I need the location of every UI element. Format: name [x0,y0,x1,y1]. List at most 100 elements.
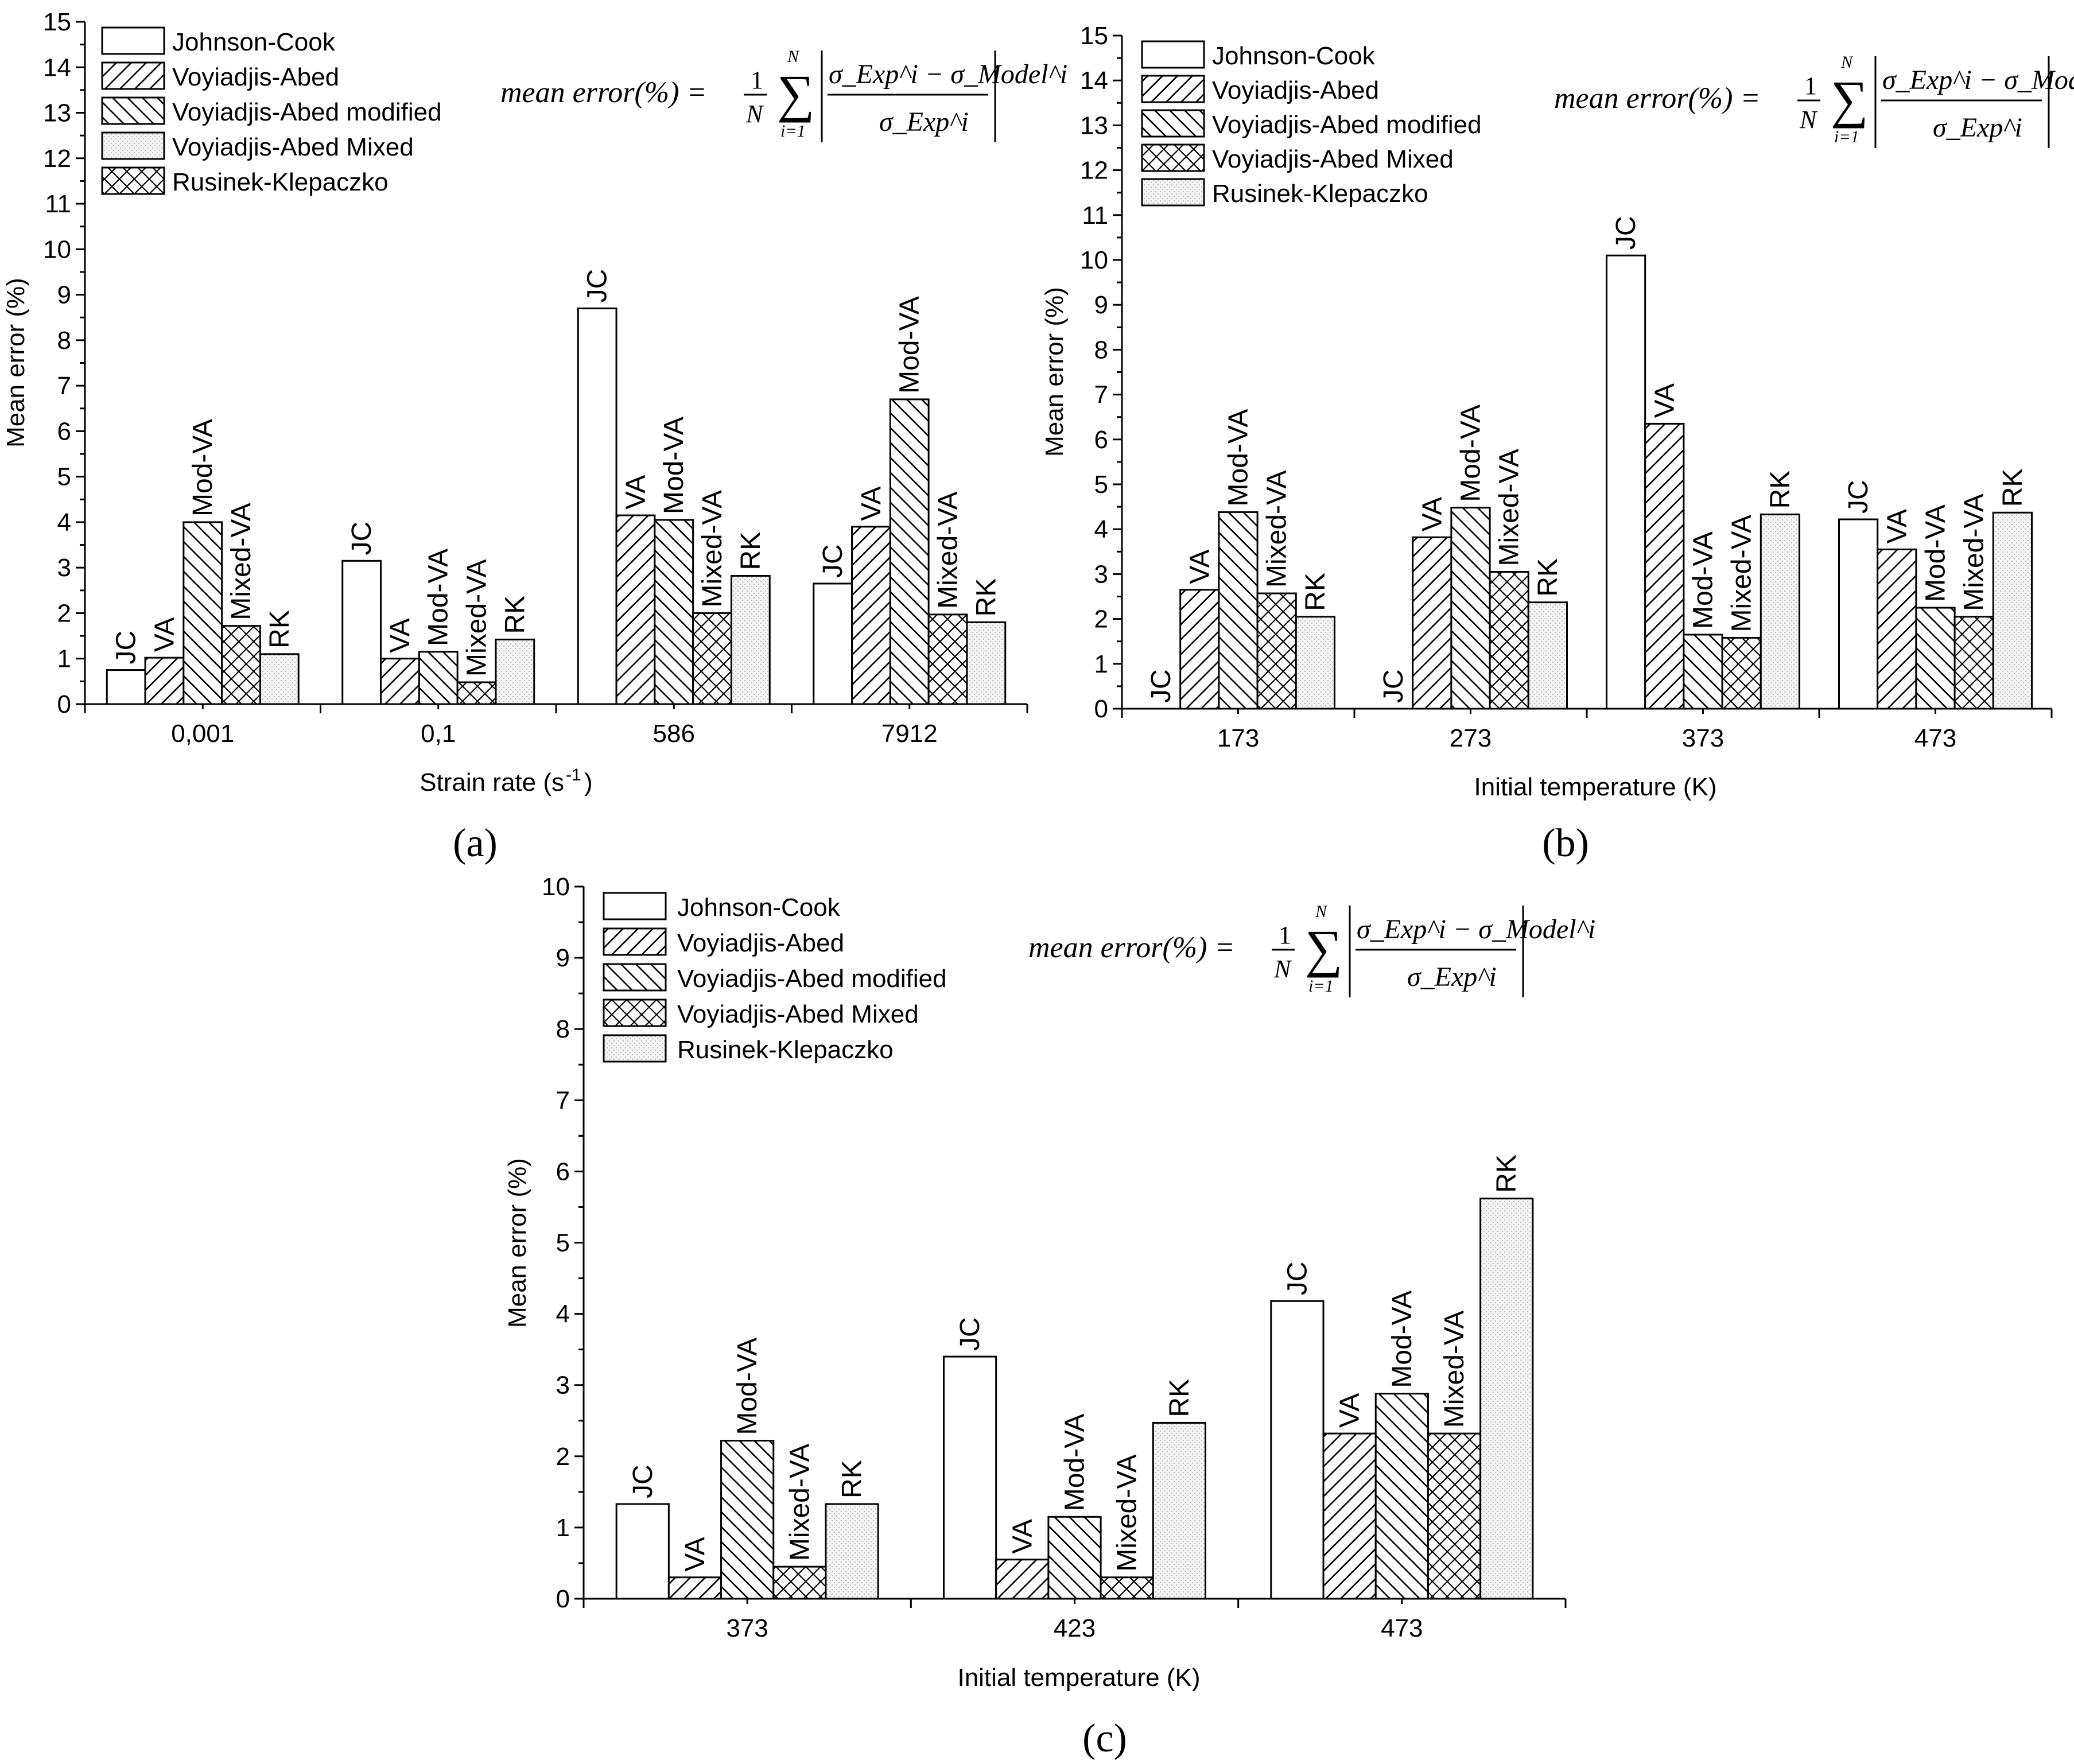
y-tick-label: 5 [556,1229,570,1257]
bar-rk-0 [259,653,300,705]
bar-va-3 [1877,548,1917,710]
legend-item-3: Voyiadjis-Abed Mixed [1141,143,1454,173]
bar-label-va: VA [1184,549,1215,584]
legend-label: Voyiadjis-Abed modified [677,965,947,993]
legend-label: Voyiadjis-Abed modified [1212,111,1482,139]
bar-mod-va-2 [1683,634,1723,710]
bar-label-rk: RK [500,596,530,634]
bar-label-va: VA [385,618,415,652]
bar-mixed-va-1 [1100,1576,1154,1600]
bar-mixed-va-0 [221,625,261,705]
bar-label-mod-va: Mod-VA [188,419,218,516]
y-tick-label: 1 [1094,650,1108,678]
formula-sum-lower: i=1 [1308,977,1334,996]
bar-rk-1 [1152,1421,1207,1600]
bar-va-1 [380,658,420,705]
formula-numerator: σ_Exp^i − σ_Model^i [829,59,1067,90]
legend-swatch [603,1034,667,1063]
legend-swatch [101,131,165,160]
bar-label-rk: RK [1300,573,1331,611]
y-tick-label: 11 [45,190,71,218]
bar-mixed-va-2 [1427,1432,1482,1600]
y-tick-label: 15 [43,8,71,36]
y-tick-label: 3 [57,554,71,582]
legend-label: Voyiadjis-Abed [1212,76,1379,104]
bar-label-mod-va: Mod-VA [1387,1291,1417,1388]
formula-n: N [1799,106,1818,134]
bar-label-mixed-va: Mixed-VA [1262,471,1292,588]
bar-jc-0 [615,1503,670,1600]
y-tick-label: 4 [556,1300,570,1328]
bar-jc-1 [341,559,382,705]
legend-label: Voyiadjis-Abed modified [172,98,442,126]
bar-label-mixed-va: Mixed-VA [1494,449,1525,566]
y-tick-label: 11 [1082,201,1108,230]
bar-mod-va-0 [1218,511,1259,710]
bar-label-va: VA [1882,509,1912,543]
legend-swatch [603,998,667,1027]
legend-label: Voyiadjis-Abed Mixed [677,1000,919,1028]
x-tick-label: 0,001 [171,720,234,748]
bar-mod-va-0 [182,521,223,705]
legend-swatch [101,26,165,55]
bar-label-rk: RK [1765,471,1796,509]
y-tick-label: 0 [556,1585,570,1613]
bar-mod-va-1 [418,651,459,705]
formula-b: mean error(%) = 1 N N ∑ i=1 σ_Exp^i − σ_… [1554,53,2074,148]
bar-jc-2 [1606,254,1646,710]
y-tick-label: 12 [43,145,71,173]
formula-a: mean error(%) = 1 N N ∑ i=1 σ_Exp^i − σ_… [500,47,1067,142]
bar-rk-0 [825,1503,879,1600]
bar-rk-0 [1295,616,1336,710]
panel-label-b: (b) [1542,821,1589,865]
formula-lhs: mean error(%) = [500,76,707,109]
bar-label-jc: JC [1146,669,1176,703]
bar-label-rk: RK [736,532,766,570]
legend-item-4: Rusinek-Klepaczko [1141,178,1428,208]
y-tick-label: 5 [1094,471,1108,499]
bar-jc-3 [1838,518,1879,710]
legend-c: Johnson-Cook Voyiadjis-Abed Voyiadjis-Ab… [603,892,947,1064]
x-axis-label-b: Initial temperature (K) [1474,773,1716,801]
legend-swatch [101,166,165,195]
formula-sum-upper: N [1315,902,1328,921]
bar-label-mod-va: Mod-VA [1060,1413,1090,1511]
formula-denominator: σ_Exp^i [879,107,969,137]
bar-mixed-va-3 [927,613,968,705]
y-tick-label: 13 [1080,111,1108,139]
y-tick-label: 13 [43,99,71,127]
bar-label-rk: RK [1533,558,1563,597]
bar-label-jc: JC [347,522,377,555]
bar-rk-3 [966,621,1007,705]
legend-label: Rusinek-Klepaczko [172,168,389,196]
panel-label-a: (a) [453,821,498,865]
bar-mixed-va-0 [772,1565,827,1600]
bar-va-3 [851,526,891,705]
y-tick-label: 4 [57,508,71,537]
y-tick-label: 10 [43,235,71,263]
y-tick-label: 12 [1080,157,1108,185]
legend-item-2: Voyiadjis-Abed modified [101,96,442,126]
legend-label: Voyiadjis-Abed [172,63,339,91]
y-tick-label: 0 [57,690,71,718]
legend-swatch [101,61,165,90]
legend-swatch [603,927,667,956]
x-axis-label-a: Strain rate (s [420,768,564,796]
bar-label-rk: RK [1492,1155,1522,1193]
x-axis-label-a-sup: -1 [566,766,581,784]
y-tick-label: 7 [556,1086,570,1114]
legend-swatch [1141,75,1205,103]
bar-label-jc: JC [1611,216,1641,250]
formula-sigma: ∑ [1305,919,1343,978]
bar-mixed-va-0 [1256,592,1297,710]
bar-label-rk: RK [1164,1379,1195,1417]
legend-item-1: Voyiadjis-Abed [101,61,339,91]
formula-sum-upper: N [1840,53,1854,72]
bar-label-jc: JC [582,269,613,303]
bar-jc-1 [943,1355,997,1600]
bar-label-mod-va: Mod-VA [732,1338,763,1435]
bar-label-jc: JC [111,631,142,665]
bar-mixed-va-1 [1489,570,1529,710]
formula-sigma: ∑ [777,64,815,123]
chart-panel-c: 0 1 2 3 4 5 6 7 8 9 10 Mean error (%) 373 423 473 JC VA M… [503,873,1595,1761]
